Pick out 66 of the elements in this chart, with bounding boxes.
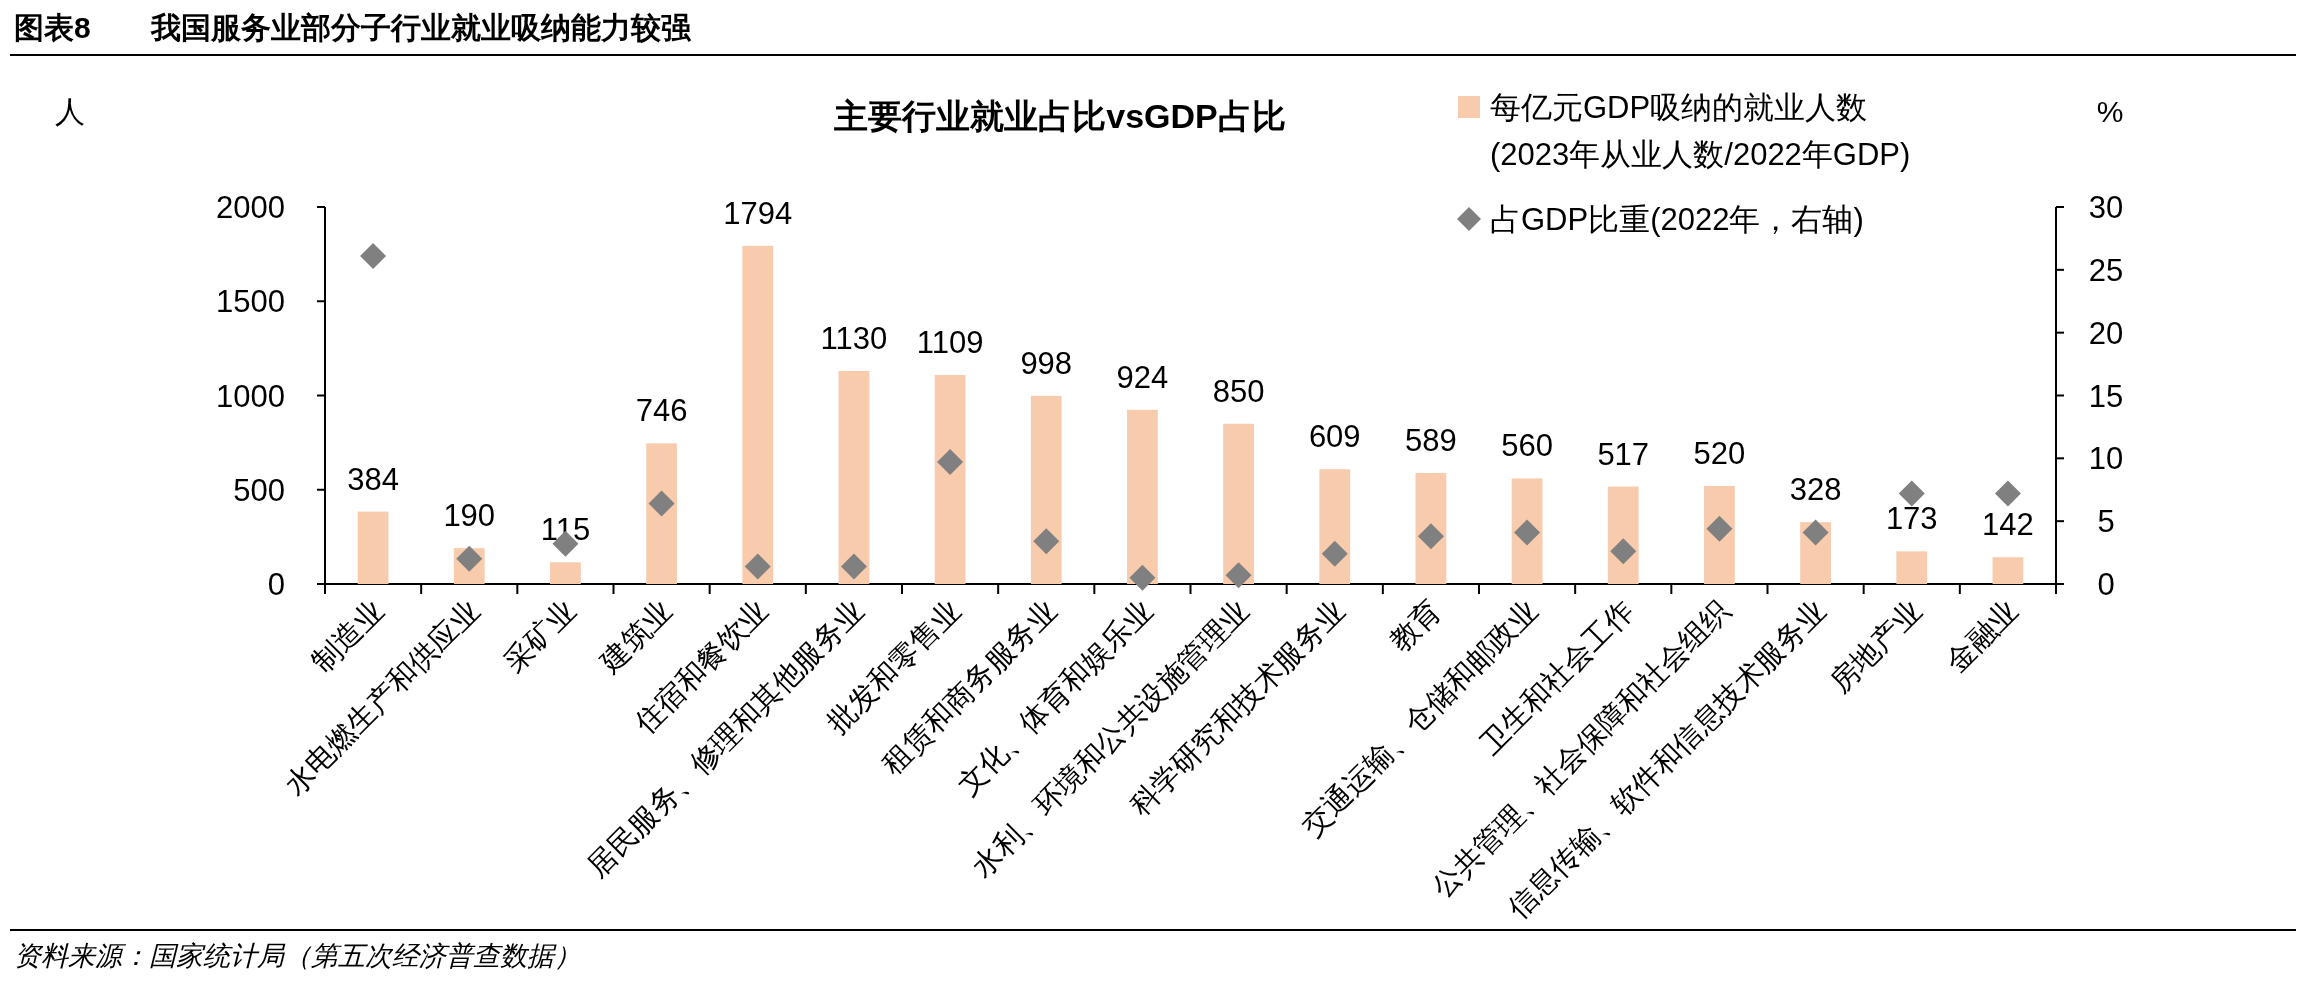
data-label: 924 [1116,359,1169,395]
point [1225,562,1252,589]
point [1610,538,1637,565]
bar [357,511,389,584]
y-tick-label: 1000 [216,378,285,414]
y-tick-label: 500 [233,472,285,508]
point [648,490,675,517]
chart-subtitle: 主要行业就业占比vsGDP占比 [833,97,1286,135]
legend-label: 占GDP比重(2022年，右轴) [1490,202,1864,237]
data-label: 173 [1885,501,1938,537]
x-tick-label: 金融业 [1940,593,2025,678]
bar [1415,472,1447,584]
bar [838,371,870,584]
y2-tick-label: 25 [2088,252,2124,288]
point [937,449,964,476]
bar [742,245,774,584]
legend-label: 每亿元GDP吸纳的就业人数 (2023年从业人数/2022年GDP) [1490,90,1911,172]
point [840,553,867,580]
data-label: 850 [1212,373,1265,409]
bar [1992,557,2024,584]
bar [1896,551,1928,584]
bar [550,562,581,584]
point [1994,480,2021,507]
point [744,553,771,580]
data-label: 746 [635,393,688,429]
bar [646,443,677,584]
data-label: 142 [1982,507,2034,543]
y2-tick-label: 30 [2088,190,2124,225]
data-label: 1794 [723,195,793,231]
data-label: 384 [347,461,399,497]
data-label: 998 [1020,345,1073,381]
point [1802,519,1829,546]
x-tick-label: 采矿业 [497,593,582,678]
point [1129,564,1156,591]
y-tick-label: 2000 [216,190,285,225]
y-tick-label: 0 [267,567,285,602]
text: 资料来源：国家统计局（第五次经济普查数据） [14,941,581,971]
bar [1223,423,1254,584]
data-label: 1109 [916,324,984,360]
y-tick-label: 1500 [216,284,285,320]
point [1033,528,1060,555]
point [360,243,387,270]
data-label: 328 [1789,472,1842,508]
point [1417,523,1444,550]
y2-tick-label: 20 [2088,315,2124,351]
data-label: 560 [1501,428,1553,464]
data-label: 1130 [820,320,888,356]
y2-tick-label: 15 [2088,378,2124,414]
data-label: 190 [443,498,496,534]
data-label: 589 [1405,422,1457,458]
y2-axis-title: % [2096,95,2124,128]
chart-title: 图表8 我国服务业部分子行业就业吸纳能力较强 [14,11,692,44]
y2-tick-label: 10 [2088,441,2124,477]
data-label: 520 [1693,435,1746,471]
point [1898,480,1925,507]
x-tick-label: 教育 [1383,593,1448,658]
y2-tick-label: 0 [2097,567,2115,602]
y-axis-title: 人 [55,95,85,128]
bar [1127,409,1158,584]
bar [1030,395,1062,584]
data-label: 609 [1308,419,1361,455]
bar [934,374,966,584]
data-label: 517 [1597,436,1650,472]
bar [1319,469,1351,584]
point [1321,540,1348,567]
y2-tick-label: 5 [2097,504,2115,540]
